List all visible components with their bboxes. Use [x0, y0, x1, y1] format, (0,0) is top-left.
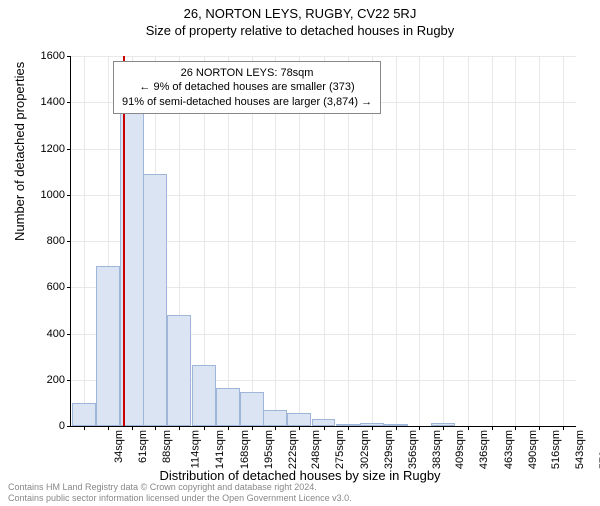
x-tick-mark: [275, 426, 276, 430]
histogram-bar: [192, 365, 216, 426]
x-tick-label: 383sqm: [431, 430, 443, 469]
x-tick-mark: [515, 426, 516, 430]
histogram-bar: [287, 413, 311, 426]
x-tick-mark: [204, 426, 205, 430]
grid-line-v: [396, 56, 397, 426]
y-tick-label: 800: [47, 235, 71, 247]
chart-subtitle: Size of property relative to detached ho…: [0, 23, 600, 38]
histogram-bar: [312, 419, 336, 426]
histogram-bar: [263, 410, 287, 426]
legend-line-1: 26 NORTON LEYS: 78sqm: [122, 66, 372, 80]
x-tick-mark: [252, 426, 253, 430]
y-axis-label: Number of detached properties: [12, 62, 27, 241]
legend-line-3: 91% of semi-detached houses are larger (…: [122, 95, 372, 109]
x-tick-label: 195sqm: [263, 430, 275, 469]
x-tick-label: 222sqm: [287, 430, 299, 469]
y-tick-label: 1200: [41, 143, 71, 155]
y-tick-label: 400: [47, 328, 71, 340]
histogram-bar: [72, 403, 96, 426]
histogram-bar: [240, 392, 264, 426]
x-tick-mark: [563, 426, 564, 430]
x-tick-label: 516sqm: [550, 430, 562, 469]
x-tick-mark: [84, 426, 85, 430]
x-tick-mark: [299, 426, 300, 430]
y-tick-label: 0: [59, 420, 71, 432]
x-tick-mark: [468, 426, 469, 430]
grid-line-v: [539, 56, 540, 426]
histogram-bar: [360, 423, 384, 426]
histogram-bar: [167, 315, 191, 426]
x-tick-label: 168sqm: [239, 430, 251, 469]
y-tick-label: 1400: [41, 96, 71, 108]
x-tick-mark: [443, 426, 444, 430]
x-tick-label: 248sqm: [310, 430, 322, 469]
y-tick-label: 600: [47, 281, 71, 293]
histogram-bar: [431, 423, 455, 426]
x-tick-mark: [228, 426, 229, 430]
x-tick-label: 34sqm: [113, 430, 125, 463]
footer-credits: Contains HM Land Registry data © Crown c…: [8, 482, 352, 504]
x-tick-mark: [372, 426, 373, 430]
x-tick-mark: [108, 426, 109, 430]
x-tick-mark: [419, 426, 420, 430]
page-title: 26, NORTON LEYS, RUGBY, CV22 5RJ: [0, 6, 600, 21]
x-tick-label: 88sqm: [161, 430, 173, 463]
histogram-bar: [336, 424, 360, 426]
x-tick-label: 436sqm: [479, 430, 491, 469]
grid-line-v: [84, 56, 85, 426]
x-tick-label: 275sqm: [334, 430, 346, 469]
x-tick-mark: [179, 426, 180, 430]
x-axis-label: Distribution of detached houses by size …: [0, 468, 600, 483]
x-tick-label: 463sqm: [503, 430, 515, 469]
histogram-bar: [216, 388, 240, 426]
legend-line-2: ← 9% of detached houses are smaller (373…: [122, 80, 372, 94]
x-tick-label: 356sqm: [407, 430, 419, 469]
x-tick-mark: [348, 426, 349, 430]
grid-line-v: [443, 56, 444, 426]
x-tick-label: 141sqm: [214, 430, 226, 469]
x-tick-mark: [155, 426, 156, 430]
grid-line-v: [492, 56, 493, 426]
x-tick-label: 490sqm: [527, 430, 539, 469]
y-tick-label: 1600: [41, 50, 71, 62]
grid-line-v: [468, 56, 469, 426]
grid-line-v: [563, 56, 564, 426]
x-tick-mark: [396, 426, 397, 430]
histogram-bar: [143, 174, 167, 426]
x-tick-label: 302sqm: [359, 430, 371, 469]
x-tick-mark: [324, 426, 325, 430]
x-tick-label: 329sqm: [383, 430, 395, 469]
x-tick-label: 61sqm: [137, 430, 149, 463]
x-tick-mark: [492, 426, 493, 430]
grid-line-v: [515, 56, 516, 426]
histogram-bar: [384, 424, 408, 426]
y-tick-label: 1000: [41, 189, 71, 201]
x-tick-label: 114sqm: [189, 430, 201, 468]
histogram-bar: [96, 266, 120, 426]
footer-line-1: Contains HM Land Registry data © Crown c…: [8, 482, 352, 493]
x-tick-label: 409sqm: [454, 430, 466, 469]
grid-line-v: [419, 56, 420, 426]
y-tick-label: 200: [47, 374, 71, 386]
x-tick-label: 543sqm: [574, 430, 586, 469]
x-tick-mark: [539, 426, 540, 430]
legend-box: 26 NORTON LEYS: 78sqm ← 9% of detached h…: [113, 61, 381, 114]
footer-line-2: Contains public sector information licen…: [8, 493, 352, 504]
x-tick-mark: [132, 426, 133, 430]
